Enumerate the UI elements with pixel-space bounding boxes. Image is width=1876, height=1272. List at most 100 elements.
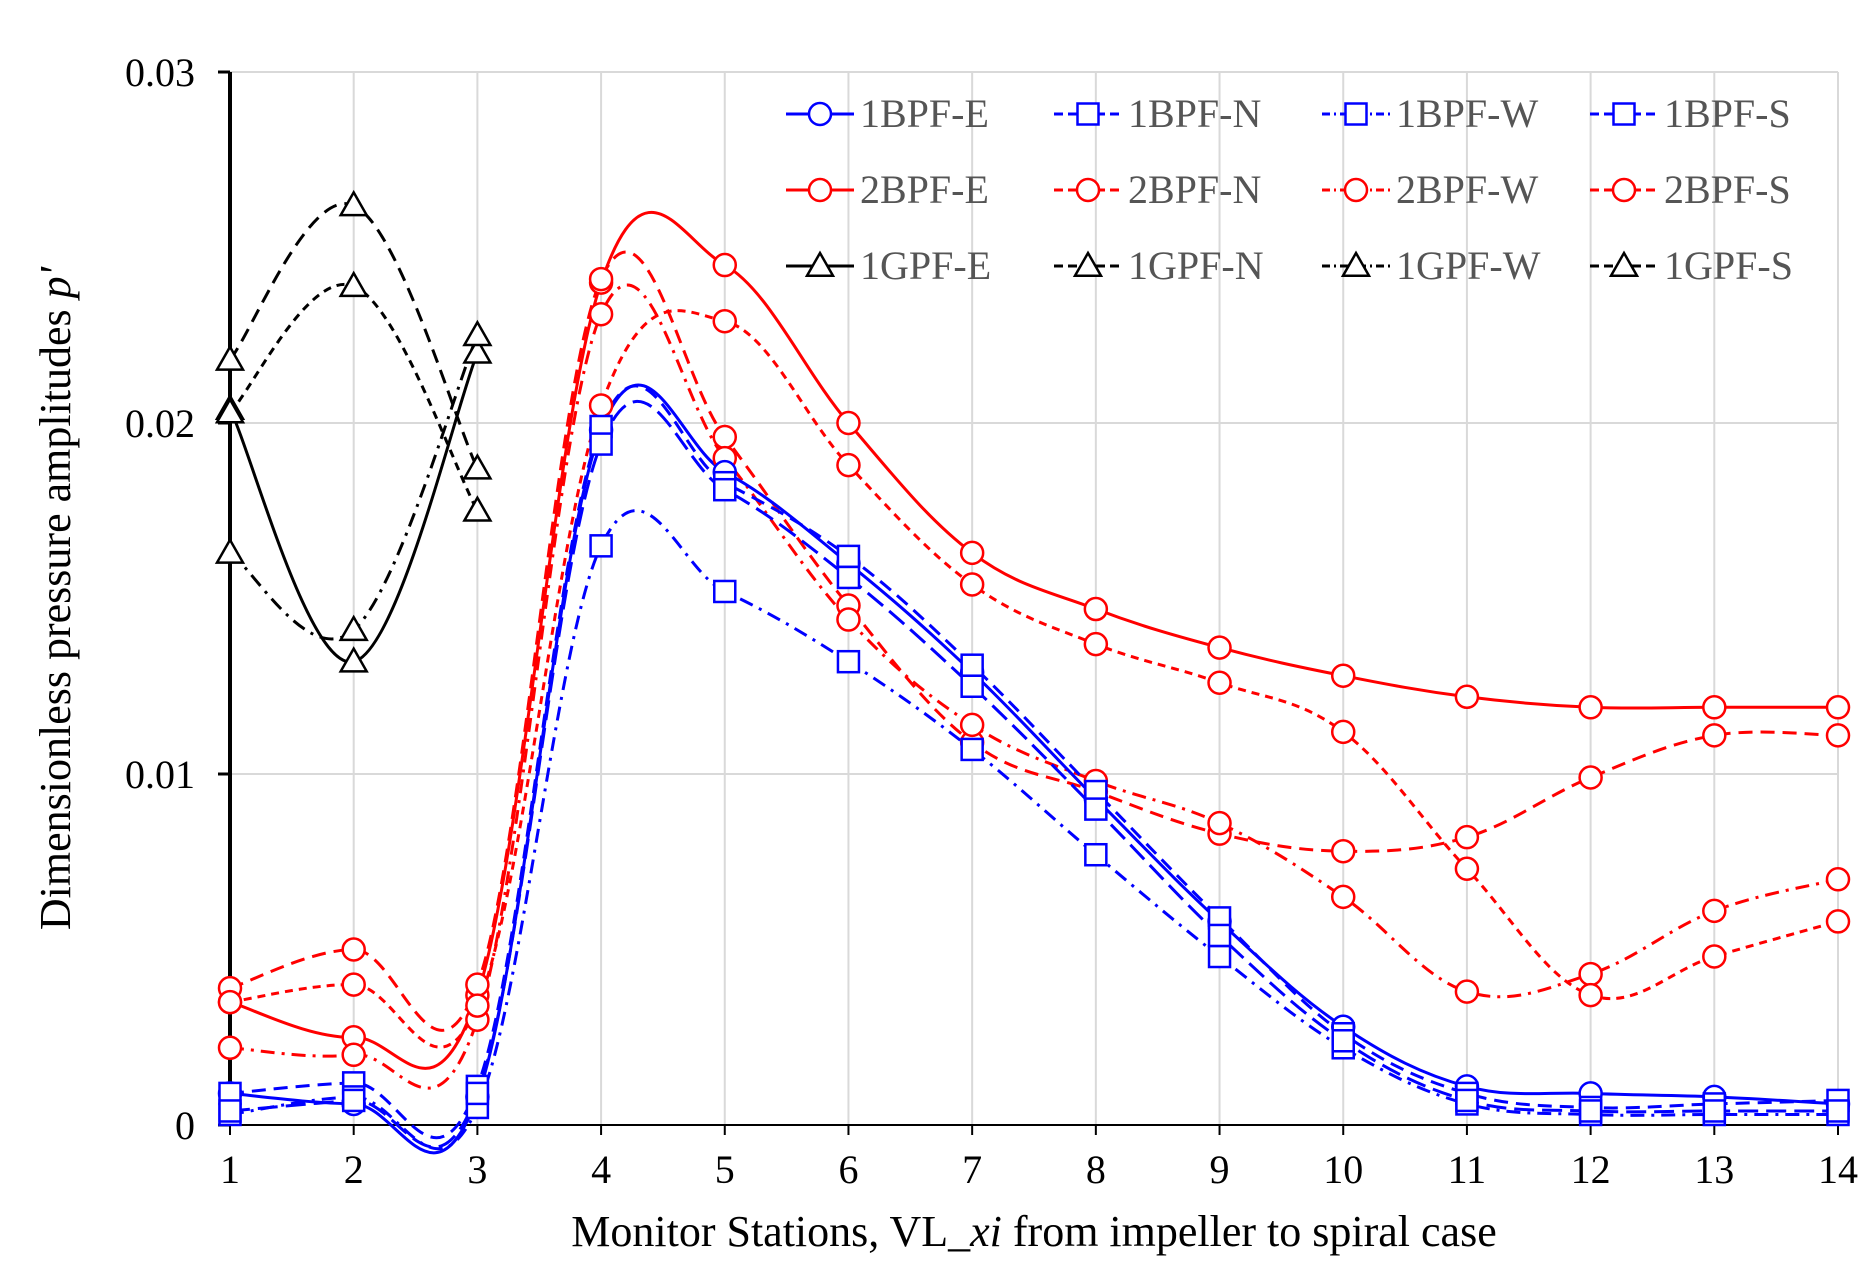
legend-item: 1GPF-N (1054, 243, 1264, 288)
data-point-2BPF-W (217, 1035, 243, 1061)
x-tick-label: 8 (1086, 1147, 1106, 1192)
legend-marker (1340, 250, 1372, 277)
data-point-2BPF-N (1578, 765, 1603, 790)
legend-marker (1611, 177, 1637, 203)
x-tick-label: 7 (962, 1147, 982, 1192)
data-point-2BPF-S (1207, 670, 1232, 695)
legend-item: 1BPF-N (1054, 91, 1261, 136)
data-point-2BPF-E (1207, 635, 1232, 660)
x-tick-label: 1 (220, 1147, 240, 1192)
data-point-1BPF-S (1084, 797, 1108, 821)
data-point-2BPF-W (1578, 961, 1603, 987)
legend-marker (1076, 102, 1100, 126)
data-point-1BPF-S (836, 565, 861, 590)
data-point-2BPF-S (588, 393, 614, 418)
x-axis-title-part: xi (969, 1207, 1002, 1256)
legend-label: 2BPF-W (1396, 167, 1538, 212)
data-point-2BPF-E (836, 410, 861, 436)
data-point-1GPF-S (462, 495, 493, 522)
data-point-2BPF-W (959, 712, 985, 738)
data-point-1BPF-S (589, 432, 613, 456)
data-point-2BPF-S (1083, 631, 1109, 657)
legend-item: 1BPF-S (1590, 91, 1791, 136)
series-group (214, 189, 1851, 1155)
data-point-2BPF-N (341, 937, 366, 962)
legend-item: 2BPF-E (786, 167, 989, 212)
legend-label: 2BPF-E (860, 167, 989, 212)
data-point-2BPF-S (1454, 856, 1480, 882)
x-tick-label: 9 (1210, 1147, 1230, 1192)
y-axis-title: Dimensionless pressure amplitudes p' (31, 265, 80, 930)
data-point-2BPF-S (341, 972, 366, 997)
data-point-1BPF-S (1331, 1029, 1355, 1053)
series-line-2BPF-E (229, 210, 1838, 1070)
data-point-1GPF-W (462, 319, 493, 347)
data-point-1GPF-N (338, 189, 369, 217)
data-point-1BPF-S (465, 1081, 490, 1106)
data-point-2BPF-N (588, 266, 614, 292)
data-point-2BPF-N (1702, 723, 1727, 748)
legend-label: 1GPF-W (1396, 243, 1541, 288)
legend-marker (1612, 102, 1636, 126)
data-point-2BPF-N (1330, 838, 1356, 864)
x-axis-title: Monitor Stations, VL_xi from impeller to… (571, 1207, 1496, 1256)
legend-label: 1BPF-E (860, 91, 989, 136)
data-point-2BPF-S (217, 989, 243, 1015)
y-tick-label: 0.03 (125, 50, 195, 95)
data-point-1GPF-E (462, 337, 493, 364)
y-tick-label: 0.02 (125, 401, 195, 446)
legend-label: 1BPF-N (1128, 91, 1261, 136)
data-point-1BPF-S (1702, 1099, 1727, 1123)
data-point-2BPF-E (1083, 596, 1109, 622)
legend-item: 2BPF-W (1322, 167, 1538, 212)
legend-item: 1BPF-W (1322, 91, 1538, 136)
legend-marker (804, 250, 836, 277)
legend-item: 1GPF-W (1322, 243, 1541, 288)
data-point-1GPF-S (214, 396, 246, 424)
legend-label: 1GPF-N (1128, 243, 1264, 288)
legend-item: 1GPF-E (786, 243, 991, 288)
legend-marker (1608, 250, 1640, 277)
data-point-2BPF-N (712, 424, 738, 450)
x-tick-label: 6 (838, 1147, 858, 1192)
data-point-1BPF-S (1207, 923, 1232, 948)
data-point-2BPF-S (712, 308, 738, 334)
legend-marker (807, 177, 833, 203)
data-point-2BPF-N (1454, 824, 1480, 850)
data-point-1BPF-W (836, 649, 861, 674)
data-point-2BPF-E (959, 540, 985, 566)
data-point-1BPF-N (960, 653, 984, 677)
data-point-2BPF-S (1578, 982, 1603, 1008)
data-point-2BPF-E (1578, 695, 1603, 720)
data-point-1GPF-E (338, 646, 369, 673)
legend-label: 1GPF-S (1664, 243, 1793, 288)
legend-marker (1075, 177, 1101, 203)
data-point-1GPF-N (462, 453, 493, 480)
y-tick-label: 0 (175, 1103, 195, 1148)
legend-marker (1344, 102, 1368, 126)
series-line-1BPF-W (229, 509, 1838, 1151)
data-point-1BPF-S (713, 477, 737, 502)
x-tick-label: 14 (1818, 1147, 1858, 1192)
series-line-1BPF-N (229, 384, 1839, 1140)
x-tick-label: 3 (467, 1147, 487, 1192)
x-tick-label: 5 (715, 1147, 735, 1192)
legend-label: 2BPF-N (1128, 167, 1261, 212)
data-point-1BPF-S (341, 1088, 366, 1113)
data-point-2BPF-E (1702, 695, 1727, 720)
legend-item: 1BPF-E (786, 91, 989, 136)
x-tick-label: 12 (1571, 1147, 1611, 1192)
data-point-2BPF-S (1825, 909, 1851, 934)
legend-label: 1BPF-S (1664, 91, 1791, 136)
data-point-1BPF-S (1455, 1088, 1479, 1113)
x-tick-label: 10 (1323, 1147, 1363, 1192)
data-point-1GPF-W (338, 614, 369, 642)
series-line-2BPF-S (229, 309, 1839, 1049)
data-point-2BPF-W (341, 1042, 366, 1068)
data-point-1GPF-W (214, 537, 246, 564)
legend-marker (1072, 250, 1104, 277)
data-point-2BPF-W (1207, 810, 1232, 836)
series-line-1GPF-W (229, 334, 479, 641)
legend-label: 1GPF-E (860, 243, 991, 288)
data-point-2BPF-W (1702, 898, 1727, 924)
